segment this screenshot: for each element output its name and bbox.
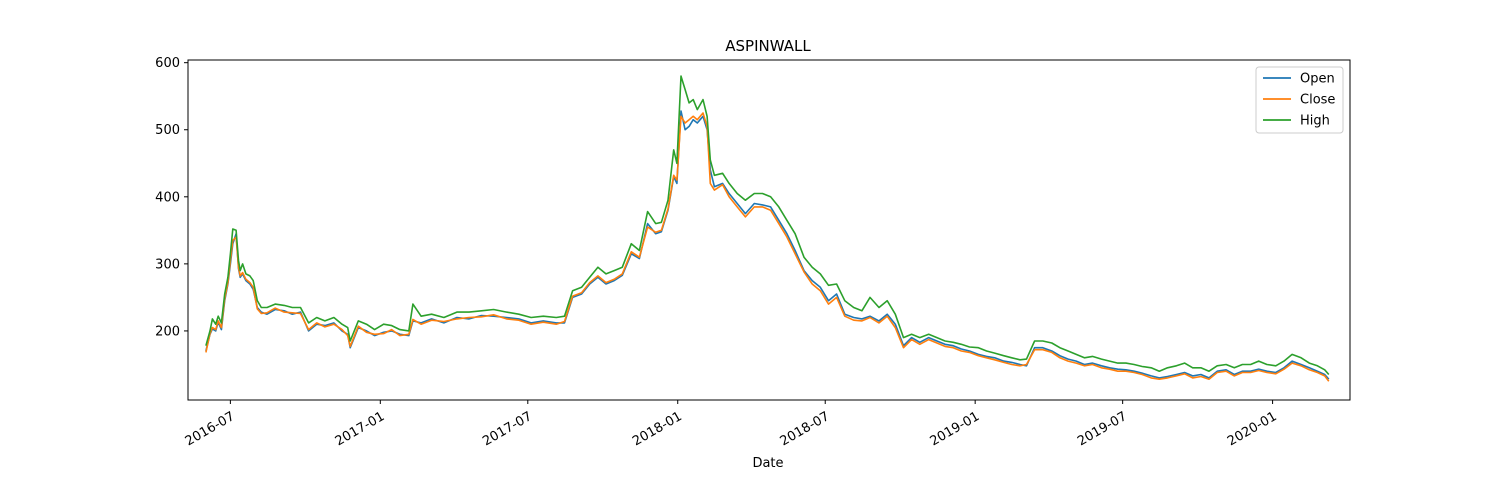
y-tick-label: 200	[155, 324, 180, 339]
legend-label-high: High	[1300, 114, 1330, 129]
chart-title: ASPINWALL	[725, 37, 811, 55]
plot-area	[205, 75, 1330, 382]
y-tick-label: 400	[155, 190, 180, 205]
series-line-high	[205, 75, 1330, 376]
legend-label-open: Open	[1300, 72, 1335, 87]
y-tick-label: 500	[155, 123, 180, 138]
y-tick-label: 600	[155, 56, 180, 71]
legend-items: Open Close High	[1263, 72, 1335, 129]
x-axis-label: Date	[752, 456, 783, 471]
series-lines	[205, 75, 1330, 382]
series-line-close	[205, 112, 1330, 382]
y-axis: 200 300 400 500 600	[155, 56, 188, 339]
axes-frame	[187, 59, 1351, 401]
series-line-open	[205, 110, 1330, 380]
y-tick-label: 300	[155, 257, 180, 272]
legend-frame	[1255, 66, 1344, 134]
legend: Open Close High	[1255, 66, 1344, 134]
legend-label-close: Close	[1300, 93, 1335, 108]
